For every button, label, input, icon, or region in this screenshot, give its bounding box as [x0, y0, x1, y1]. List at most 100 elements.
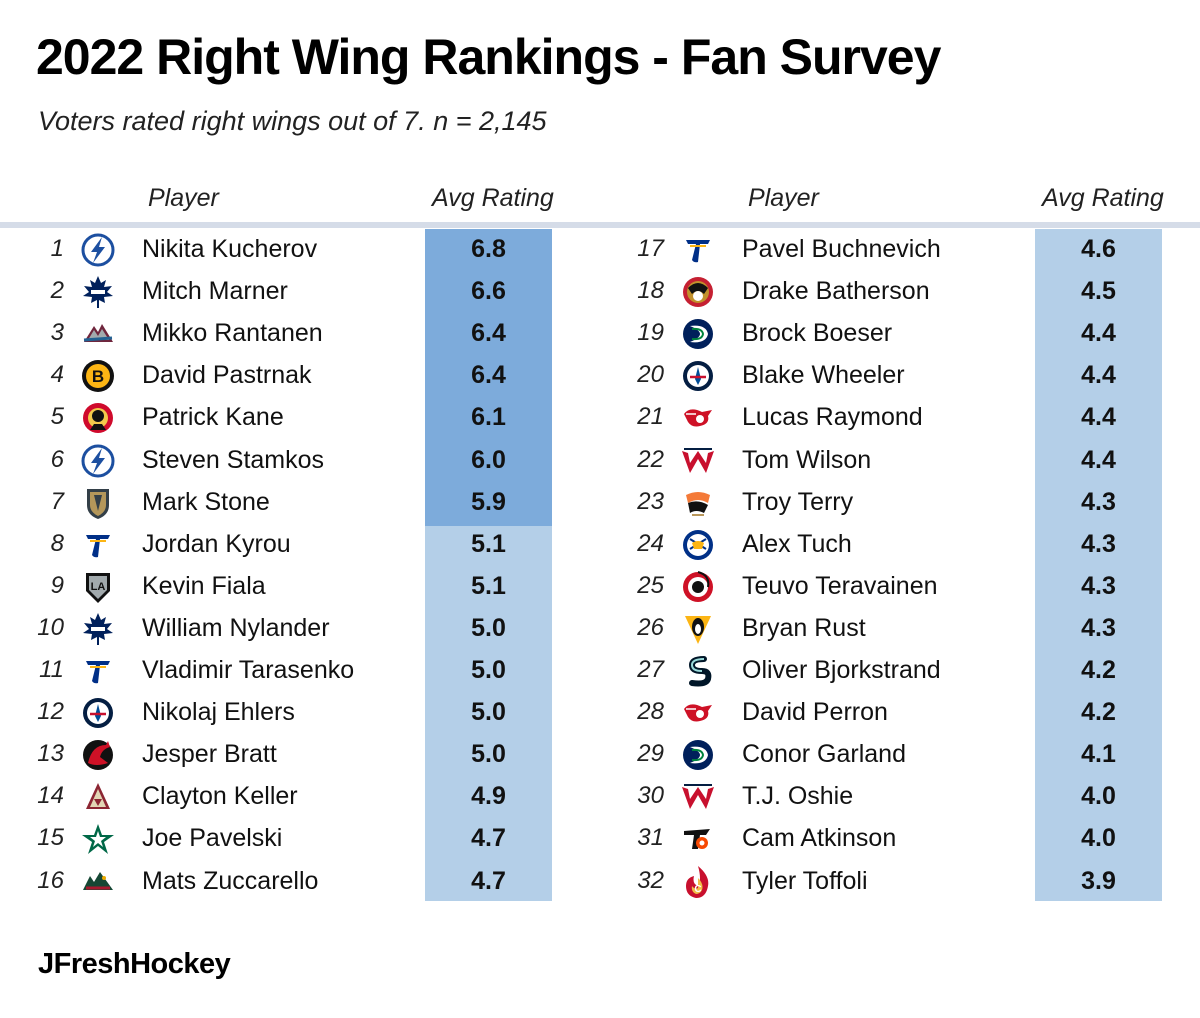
rating-value: 4.3: [1081, 613, 1116, 642]
rating-value: 5.0: [471, 698, 506, 727]
rating-value: 6.4: [471, 319, 506, 348]
rating-value: 4.4: [1081, 361, 1116, 390]
coyotes-logo-icon: [80, 779, 116, 815]
rating-value: 4.0: [1081, 782, 1116, 811]
player-name: Blake Wheeler: [742, 361, 905, 390]
table-row: 16 Mats Zuccarello 4.7: [30, 861, 590, 903]
rank-label: 12: [37, 698, 64, 726]
rating-value: 6.8: [471, 235, 506, 263]
table-row: 15 Joe Pavelski 4.7: [30, 818, 590, 860]
red-wings-logo-icon: [680, 695, 716, 731]
player-name: Mitch Marner: [142, 277, 288, 306]
player-name: Conor Garland: [742, 740, 906, 769]
player-name: Jordan Kyrou: [142, 529, 291, 558]
hurricanes-logo-icon: [680, 569, 716, 605]
rank-label: 11: [39, 656, 64, 683]
table-row: 6 Steven Stamkos 6.0: [30, 440, 590, 482]
player-name: Vladimir Tarasenko: [142, 656, 355, 684]
header-rule: [0, 222, 1200, 228]
header-player-left: Player: [148, 184, 219, 212]
player-name: Nikita Kucherov: [142, 235, 318, 263]
rank-label: 32: [637, 866, 664, 894]
table-row: 17 Pavel Buchnevich 4.6: [630, 229, 1190, 271]
rating-value: 4.5: [1081, 277, 1116, 306]
rank-label: 21: [637, 403, 664, 431]
player-name: Pavel Buchnevich: [742, 235, 941, 263]
player-name: Tom Wilson: [742, 445, 872, 474]
flames-logo-icon: C: [680, 864, 716, 900]
rank-label: 28: [637, 698, 664, 726]
rank-label: 9: [50, 571, 64, 599]
blackhawks-logo-icon: [80, 400, 116, 436]
table-row: 10 William Nylander 5.0: [30, 608, 590, 650]
rating-value: 3.9: [1081, 866, 1116, 895]
table-row: 14 Clayton Keller 4.9: [30, 776, 590, 818]
player-name: Tyler Toffoli: [742, 866, 868, 895]
red-wings-logo-icon: [680, 400, 716, 436]
rating-value: 4.9: [471, 782, 506, 811]
blues-logo-icon: [80, 653, 116, 689]
rank-label: 5: [50, 403, 64, 431]
avalanche-logo-icon: [80, 316, 116, 352]
ducks-logo-icon: [680, 485, 716, 521]
rank-label: 6: [50, 445, 64, 473]
rating-value: 4.4: [1081, 445, 1116, 474]
table-row: 12 Nikolaj Ehlers 5.0: [30, 692, 590, 734]
rating-value: 5.9: [471, 487, 506, 516]
player-name: Alex Tuch: [742, 529, 852, 558]
rank-label: 3: [50, 319, 64, 347]
rating-value: 4.6: [1081, 235, 1116, 263]
flyers-logo-icon: [680, 821, 716, 857]
table-row: 19 Brock Boeser 4.4: [630, 313, 1190, 355]
player-name: Steven Stamkos: [142, 445, 325, 474]
table-row: 27 Oliver Bjorkstrand 4.2: [630, 650, 1190, 692]
penguins-logo-icon: [680, 611, 716, 647]
table-row: 7 Mark Stone 5.9: [30, 482, 590, 524]
rating-value: 5.0: [471, 613, 506, 642]
rating-value: 4.7: [471, 824, 506, 853]
rank-label: 19: [637, 319, 664, 347]
capitals-logo-icon: [680, 443, 716, 479]
kraken-logo-icon: [680, 653, 716, 689]
player-name: Mikko Rantanen: [142, 319, 323, 348]
rank-label: 24: [637, 529, 664, 557]
rank-label: 22: [637, 445, 664, 473]
rank-label: 14: [37, 782, 64, 810]
player-name: Joe Pavelski: [142, 824, 283, 853]
wild-logo-icon: [80, 864, 116, 900]
rank-label: 10: [37, 613, 64, 641]
table-row: 2 Mitch Marner 6.6: [30, 271, 590, 313]
player-name: Teuvo Teravainen: [742, 571, 938, 600]
svg-text:C: C: [694, 884, 701, 895]
chart-subtitle: Voters rated right wings out of 7. n = 2…: [38, 106, 547, 136]
player-name: Troy Terry: [742, 487, 854, 516]
bruins-logo-icon: B: [80, 358, 116, 394]
table-row: 11 Vladimir Tarasenko 5.0: [30, 650, 590, 692]
rating-value: 4.4: [1081, 319, 1116, 348]
canucks-logo-icon: [680, 737, 716, 773]
top-tier-band: [425, 229, 552, 526]
svg-text:B: B: [92, 367, 104, 386]
rating-value: 5.0: [471, 656, 506, 684]
player-name: Brock Boeser: [742, 319, 893, 348]
canucks-logo-icon: [680, 316, 716, 352]
maple-leafs-logo-icon: [80, 611, 116, 647]
player-name: Lucas Raymond: [742, 403, 923, 432]
rank-label: 8: [50, 529, 64, 557]
table-row: 28 David Perron 4.2: [630, 692, 1190, 734]
table-row: 21 Lucas Raymond 4.4: [630, 397, 1190, 439]
rank-label: 1: [50, 235, 64, 262]
table-row: 22 Tom Wilson 4.4: [630, 440, 1190, 482]
player-name: Patrick Kane: [142, 403, 284, 432]
rank-label: 15: [37, 824, 64, 852]
rank-label: 27: [637, 656, 664, 683]
blues-logo-icon: [680, 232, 716, 268]
golden-knights-logo-icon: [80, 485, 116, 521]
player-name: Cam Atkinson: [742, 824, 897, 853]
sabres-logo-icon: [680, 527, 716, 563]
stars-logo-icon: [80, 821, 116, 857]
player-name: Mark Stone: [142, 487, 270, 516]
rank-label: 31: [637, 824, 664, 852]
table-row: 24 Alex Tuch 4.3: [630, 524, 1190, 566]
rank-label: 7: [50, 487, 64, 515]
